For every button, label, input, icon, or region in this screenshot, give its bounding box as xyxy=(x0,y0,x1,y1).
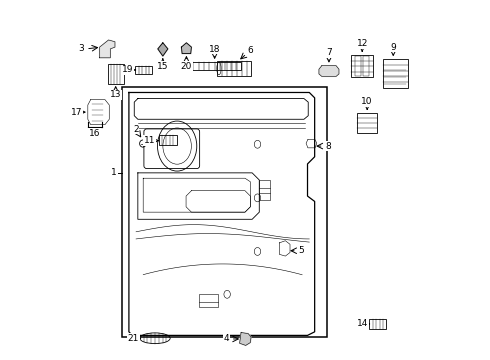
Bar xyxy=(357,113,377,133)
Text: 4: 4 xyxy=(223,334,229,343)
Text: 21: 21 xyxy=(128,334,139,343)
Bar xyxy=(108,64,123,84)
Text: 3: 3 xyxy=(78,44,84,53)
Text: 13: 13 xyxy=(110,90,122,99)
Bar xyxy=(198,294,218,307)
Bar xyxy=(122,87,327,337)
Bar xyxy=(159,135,177,145)
Text: 18: 18 xyxy=(209,45,221,54)
Text: 12: 12 xyxy=(357,39,368,48)
Text: 10: 10 xyxy=(362,97,373,106)
Text: 2: 2 xyxy=(133,125,139,134)
Bar xyxy=(351,55,373,77)
Text: 20: 20 xyxy=(181,62,192,71)
Bar xyxy=(188,62,242,70)
Text: 7: 7 xyxy=(326,48,332,57)
Text: 15: 15 xyxy=(157,62,169,71)
Text: 9: 9 xyxy=(391,42,396,51)
Bar xyxy=(135,66,152,74)
Text: 19: 19 xyxy=(122,66,134,75)
Bar xyxy=(369,319,387,329)
Bar xyxy=(355,56,361,76)
Polygon shape xyxy=(240,333,251,345)
Text: 17: 17 xyxy=(71,108,82,117)
Bar xyxy=(259,180,270,200)
Text: 1: 1 xyxy=(111,168,117,177)
Polygon shape xyxy=(99,40,115,58)
Bar xyxy=(363,56,368,76)
Text: 14: 14 xyxy=(357,319,368,328)
Polygon shape xyxy=(319,66,339,76)
Bar xyxy=(217,62,251,76)
Text: 16: 16 xyxy=(89,129,100,138)
Text: 11: 11 xyxy=(144,136,155,145)
Text: 6: 6 xyxy=(247,46,253,55)
Text: 8: 8 xyxy=(325,141,331,150)
Polygon shape xyxy=(158,43,168,56)
Bar xyxy=(383,59,408,88)
Polygon shape xyxy=(181,43,192,54)
Text: 5: 5 xyxy=(298,246,304,255)
